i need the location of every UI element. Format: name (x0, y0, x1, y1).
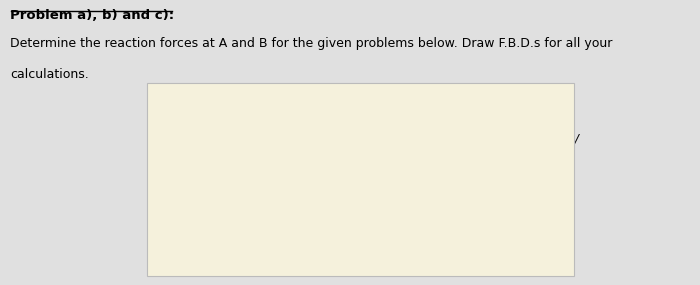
Text: 3m: 3m (256, 187, 275, 200)
Bar (382, 156, 523, 188)
Polygon shape (208, 193, 240, 203)
Polygon shape (360, 193, 387, 201)
Circle shape (365, 186, 381, 193)
Text: m: m (557, 140, 569, 152)
Text: 6m: 6m (288, 211, 309, 224)
Text: 40 kN/: 40 kN/ (538, 133, 579, 146)
Text: A: A (193, 176, 204, 191)
Circle shape (216, 186, 232, 193)
Text: 4m: 4m (438, 211, 458, 224)
Text: a): a) (352, 258, 369, 273)
Text: calculations.: calculations. (10, 68, 90, 82)
Text: Problem a), b) and c):: Problem a), b) and c): (10, 9, 174, 22)
Text: 100 kN: 100 kN (303, 132, 347, 145)
Text: B: B (379, 175, 388, 189)
Text: Determine the reaction forces at A and B for the given problems below. Draw F.B.: Determine the reaction forces at A and B… (10, 37, 613, 50)
